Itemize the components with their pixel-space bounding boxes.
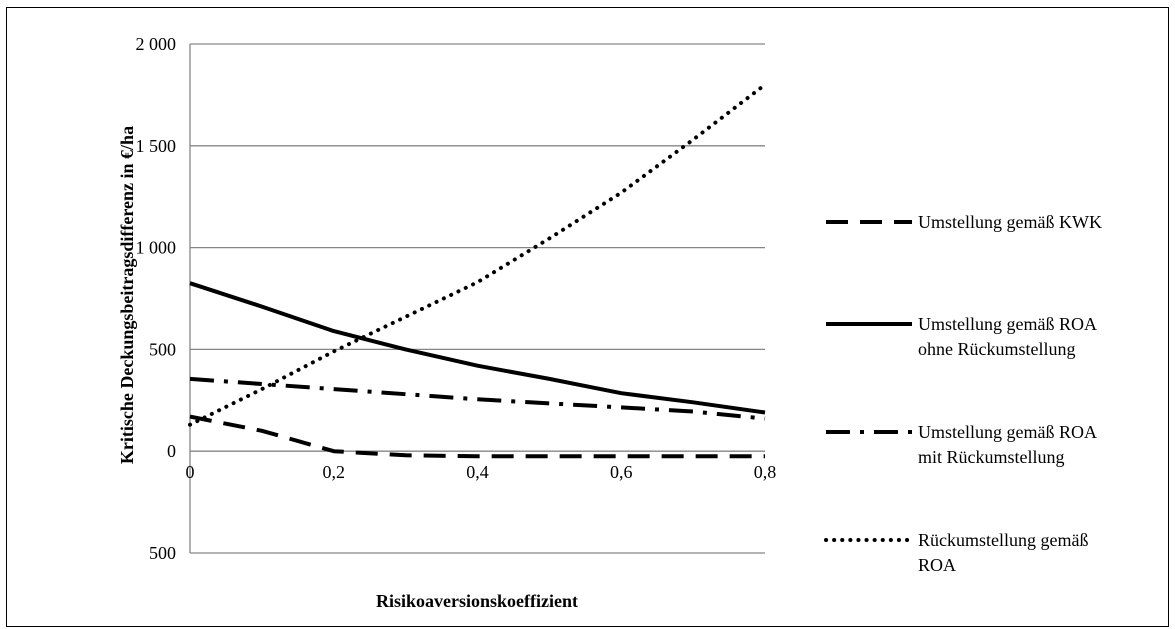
legend-label: ROA [918,555,956,575]
y-tick-label: 500 [149,339,176,359]
y-tick-label: 500 [149,543,176,563]
x-axis-title: Risikoaversionskoeffizient [376,591,578,611]
x-tick-label: 0,4 [466,462,489,482]
legend-label: mit Rückumstellung [918,447,1065,467]
chart-frame [6,7,1169,627]
y-axis-title: Kritische Deckungsbeitragsdifferenz in €… [117,126,137,464]
legend-label: ohne Rückumstellung [918,339,1075,359]
legend-item: Rückumstellung gemäß ROA [824,530,1088,575]
legend-label: Umstellung gemäß ROA [918,422,1097,442]
y-tick-label: 1 000 [136,238,177,258]
legend-item: Umstellung gemäß KWK [826,212,1102,232]
tick-labels: 2 000 1 500 1 000 500 0 500 0 0,2 0,4 0,6 0,8 [136,34,777,563]
series-line [189,414,765,459]
x-tick-label: 0 [186,462,195,482]
legend-label: Rückumstellung gemäß [918,530,1088,550]
x-tick-label: 0,2 [323,462,346,482]
legend-item: Umstellung gemäß ROA ohne Rückumstellung [826,314,1097,359]
x-tick-label: 0,6 [610,462,633,482]
legend-label: Umstellung gemäß ROA [918,314,1097,334]
x-tick-label: 0,8 [754,462,777,482]
legend: Umstellung gemäß KWK Umstellung gemäß ROA… [824,212,1102,575]
series-line [188,82,767,427]
gridlines [190,43,765,554]
series-line [189,376,766,421]
y-tick-label: 1 500 [136,136,177,156]
y-tick-label: 0 [167,441,176,461]
series-line [189,281,766,415]
legend-label: Umstellung gemäß KWK [918,212,1102,232]
y-tick-label: 2 000 [136,34,177,54]
legend-item: Umstellung gemäß ROA mit Rückumstellung [826,422,1097,467]
series-group [188,82,767,459]
